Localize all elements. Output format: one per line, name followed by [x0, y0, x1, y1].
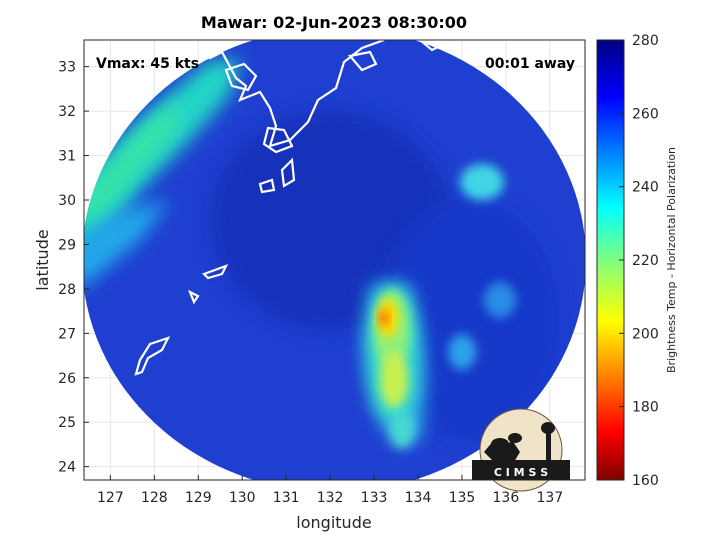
logo-text: C I M S S	[494, 466, 548, 479]
colorbar-tick-label: 280	[632, 33, 659, 49]
x-tick-label: 133	[361, 490, 388, 506]
colorbar-tick-label: 240	[632, 180, 659, 196]
x-tick-label: 128	[141, 490, 168, 506]
colorbar-ticks: 280 260 240 220 200 180 160	[619, 33, 659, 489]
y-tick-label: 33	[58, 60, 76, 76]
y-tick-label: 30	[58, 193, 76, 209]
x-tick-label: 135	[449, 490, 476, 506]
y-axis-ticks: 33 32 31 30 29 28 27 26 25 24	[58, 60, 89, 476]
microwave-swath	[84, 40, 585, 480]
colorbar-tick-label: 260	[632, 106, 659, 122]
y-tick-label: 25	[58, 415, 76, 431]
x-axis-label: longitude	[296, 513, 371, 532]
coastlines	[84, 40, 509, 376]
water-tower-icon	[546, 430, 551, 460]
figure-title: Mawar: 02-Jun-2023 08:30:00	[201, 13, 467, 32]
y-tick-label: 29	[58, 237, 76, 253]
y-tick-label: 27	[58, 326, 76, 342]
x-tick-label: 136	[493, 490, 520, 506]
cimss-logo: C I M S S	[472, 408, 570, 492]
colorbar-tick-label: 180	[632, 400, 659, 416]
y-tick-label: 31	[58, 149, 76, 165]
time-away-annotation: 00:01 away	[485, 56, 575, 72]
storm-rainband	[365, 285, 425, 448]
y-tick-label: 32	[58, 104, 76, 120]
colorbar-tick-label: 160	[632, 473, 659, 489]
y-tick-label: 26	[58, 371, 76, 387]
colorbar-label: Brightness Temp - Horizontal Polarizatio…	[665, 147, 678, 373]
x-axis-ticks: 127 128 129 130 131 132 133 134 135 136 137	[97, 475, 563, 506]
x-tick-label: 134	[405, 490, 432, 506]
x-tick-label: 129	[185, 490, 212, 506]
y-tick-label: 28	[58, 282, 76, 298]
x-tick-label: 127	[97, 490, 124, 506]
y-tick-label: 24	[58, 460, 76, 476]
axes-border	[83, 39, 586, 481]
x-tick-label: 130	[229, 490, 256, 506]
warm-band-northwest	[84, 60, 240, 260]
cloud-patch-east	[460, 164, 504, 200]
x-tick-label: 137	[536, 490, 563, 506]
x-tick-label: 131	[273, 490, 300, 506]
x-tick-label: 132	[317, 490, 344, 506]
colorbar-tick-label: 220	[632, 253, 659, 269]
colorbar-tick-label: 200	[632, 326, 659, 342]
vmax-annotation: Vmax: 45 kts	[96, 56, 199, 72]
y-axis-label: latitude	[33, 229, 52, 290]
